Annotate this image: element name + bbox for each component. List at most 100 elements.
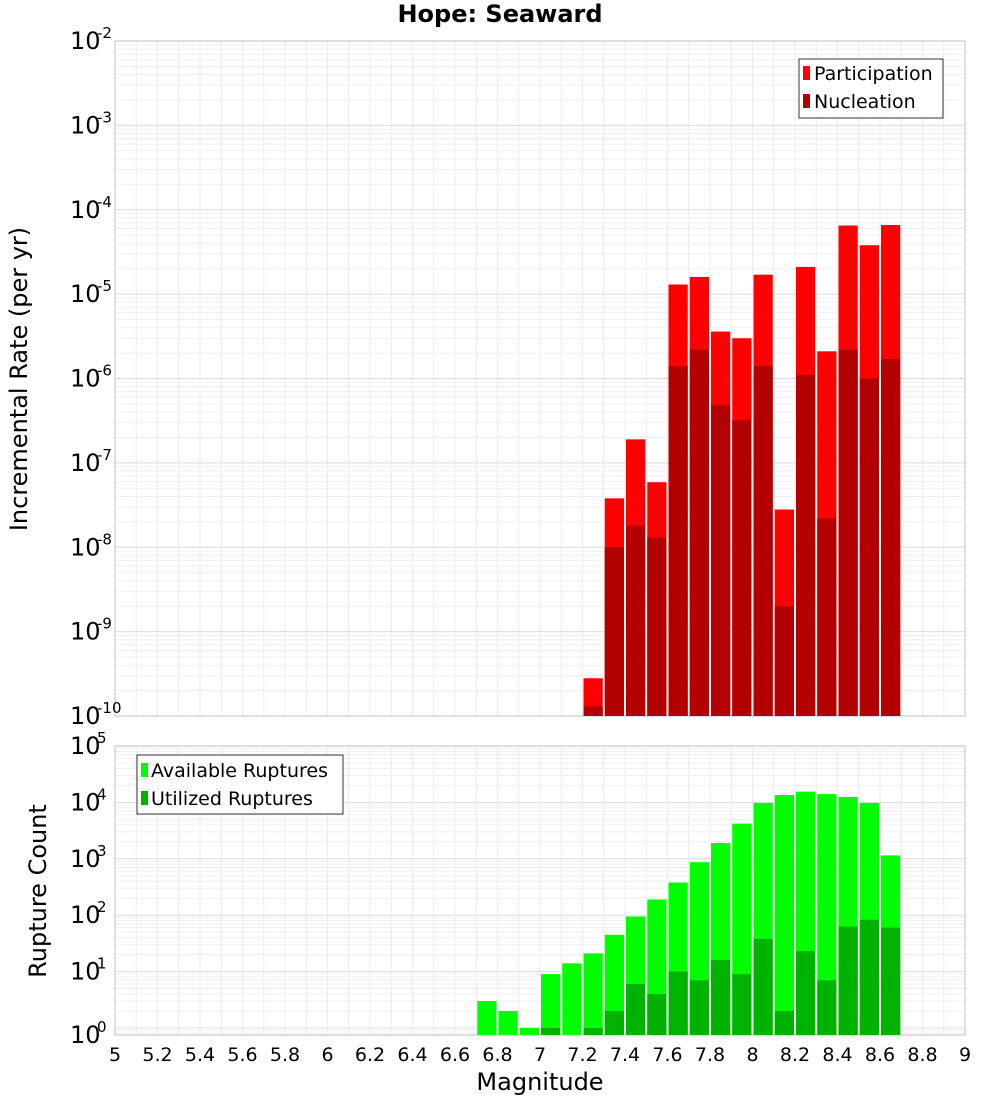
x-axis-ticks: 5 5.2 5.4 5.6 5.8 6 6.2 6.4 6.6 6.8 7 7.2 7.4 7.6 7.8 8… <box>109 1044 971 1066</box>
x-tick-label: 7.4 <box>610 1044 640 1066</box>
bar-utilized-ruptures <box>796 951 816 1035</box>
y-tick-exponent: -8 <box>97 530 112 548</box>
y-tick-exponent: -4 <box>97 193 112 211</box>
legend-swatch-available <box>141 763 148 777</box>
y-tick-label: 10 <box>70 27 101 55</box>
bar-utilized-ruptures <box>647 994 667 1035</box>
x-tick-label: 7.2 <box>567 1044 597 1066</box>
bar-nucleation <box>711 405 731 716</box>
bar-nucleation <box>668 366 688 716</box>
legend-box <box>798 58 944 119</box>
x-tick-label: 5 <box>109 1044 121 1066</box>
bottom-panel-legend: Available Ruptures Utilized Ruptures <box>136 754 344 815</box>
y-tick-label: 10 <box>70 196 101 224</box>
bar-nucleation <box>647 537 667 716</box>
bar-nucleation <box>732 420 752 716</box>
y-tick-exponent: 1 <box>97 955 107 973</box>
x-tick-label: 5.2 <box>142 1044 172 1066</box>
y-tick-exponent: 0 <box>97 1018 107 1036</box>
top-panel-y-axis-label: Incremental Rate (per yr) <box>5 227 33 531</box>
y-tick-label: 10 <box>70 533 101 561</box>
bar-nucleation <box>817 518 837 716</box>
y-tick-label: 10 <box>70 788 101 816</box>
bar-utilized-ruptures <box>626 984 646 1035</box>
y-tick-label: 10 <box>70 280 101 308</box>
bar-nucleation <box>753 366 773 716</box>
x-tick-label: 8.8 <box>907 1044 937 1066</box>
y-tick-label: 10 <box>70 618 101 646</box>
bar-nucleation <box>859 378 879 716</box>
y-tick-exponent: -10 <box>97 699 122 717</box>
y-tick-exponent: 4 <box>97 785 107 803</box>
x-tick-label: 5.6 <box>227 1044 257 1066</box>
x-tick-label: 6.4 <box>397 1044 427 1066</box>
top-panel-legend: Participation Nucleation <box>798 58 944 119</box>
y-tick-label: 10 <box>70 732 101 760</box>
legend-label-nucleation: Nucleation <box>814 91 916 113</box>
x-axis-label: Magnitude <box>476 1068 603 1096</box>
bottom-panel-frame <box>114 745 966 1036</box>
bar-nucleation <box>881 359 901 716</box>
y-tick-exponent: -3 <box>97 108 112 126</box>
bar-nucleation <box>626 525 646 716</box>
bar-nucleation <box>774 606 794 716</box>
y-tick-exponent: -9 <box>97 615 112 633</box>
bar-utilized-ruptures <box>859 919 879 1035</box>
bar-utilized-ruptures <box>604 1010 624 1035</box>
bottom-panel-y-axis-label: Rupture Count <box>24 804 52 978</box>
bar-nucleation <box>838 349 858 716</box>
x-tick-label: 5.8 <box>270 1044 300 1066</box>
legend-swatch-utilized <box>141 791 148 805</box>
bar-utilized-ruptures <box>732 974 752 1035</box>
bar-utilized-ruptures <box>689 980 709 1035</box>
legend-box <box>136 754 344 815</box>
legend-swatch-participation <box>803 66 810 80</box>
bar-available-ruptures <box>477 1001 497 1035</box>
x-tick-label: 5.4 <box>185 1044 215 1066</box>
x-tick-label: 6.6 <box>440 1044 470 1066</box>
bar-nucleation <box>604 547 624 716</box>
bar-nucleation <box>689 349 709 716</box>
bar-nucleation <box>583 706 603 716</box>
bar-available-ruptures <box>519 1027 539 1035</box>
y-tick-exponent: 3 <box>97 842 107 860</box>
x-tick-label: 8.4 <box>822 1044 852 1066</box>
y-tick-label: 10 <box>70 111 101 139</box>
bar-utilized-ruptures <box>817 980 837 1035</box>
x-tick-label: 8 <box>746 1044 758 1066</box>
bar-available-ruptures <box>817 794 837 1035</box>
x-tick-label: 6 <box>321 1044 333 1066</box>
y-tick-exponent: -5 <box>97 277 112 295</box>
y-tick-label: 10 <box>70 1021 101 1049</box>
y-tick-label: 10 <box>70 449 101 477</box>
bar-available-ruptures <box>774 795 794 1035</box>
y-tick-label: 10 <box>70 958 101 986</box>
bar-available-ruptures <box>583 953 603 1035</box>
y-tick-label: 10 <box>70 702 101 730</box>
bar-utilized-ruptures <box>711 960 731 1035</box>
top-panel-frame <box>114 40 966 717</box>
bar-utilized-ruptures <box>838 926 858 1035</box>
bar-utilized-ruptures <box>881 927 901 1035</box>
y-tick-label: 10 <box>70 901 101 929</box>
legend-label-utilized: Utilized Ruptures <box>151 788 313 810</box>
y-tick-exponent: -7 <box>97 446 112 464</box>
bar-utilized-ruptures <box>774 1010 794 1035</box>
y-tick-label: 10 <box>70 365 101 393</box>
bar-available-ruptures <box>562 963 582 1035</box>
x-tick-label: 7.6 <box>652 1044 682 1066</box>
legend-label-available: Available Ruptures <box>151 760 328 782</box>
x-tick-label: 6.2 <box>355 1044 385 1066</box>
y-tick-label: 10 <box>70 845 101 873</box>
bar-available-ruptures <box>498 1010 518 1035</box>
legend-label-participation: Participation <box>814 63 933 85</box>
bar-nucleation <box>796 375 816 716</box>
x-tick-label: 7 <box>534 1044 546 1066</box>
legend-swatch-nucleation <box>803 94 810 108</box>
bar-available-ruptures <box>604 934 624 1035</box>
bar-utilized-ruptures <box>753 938 773 1035</box>
